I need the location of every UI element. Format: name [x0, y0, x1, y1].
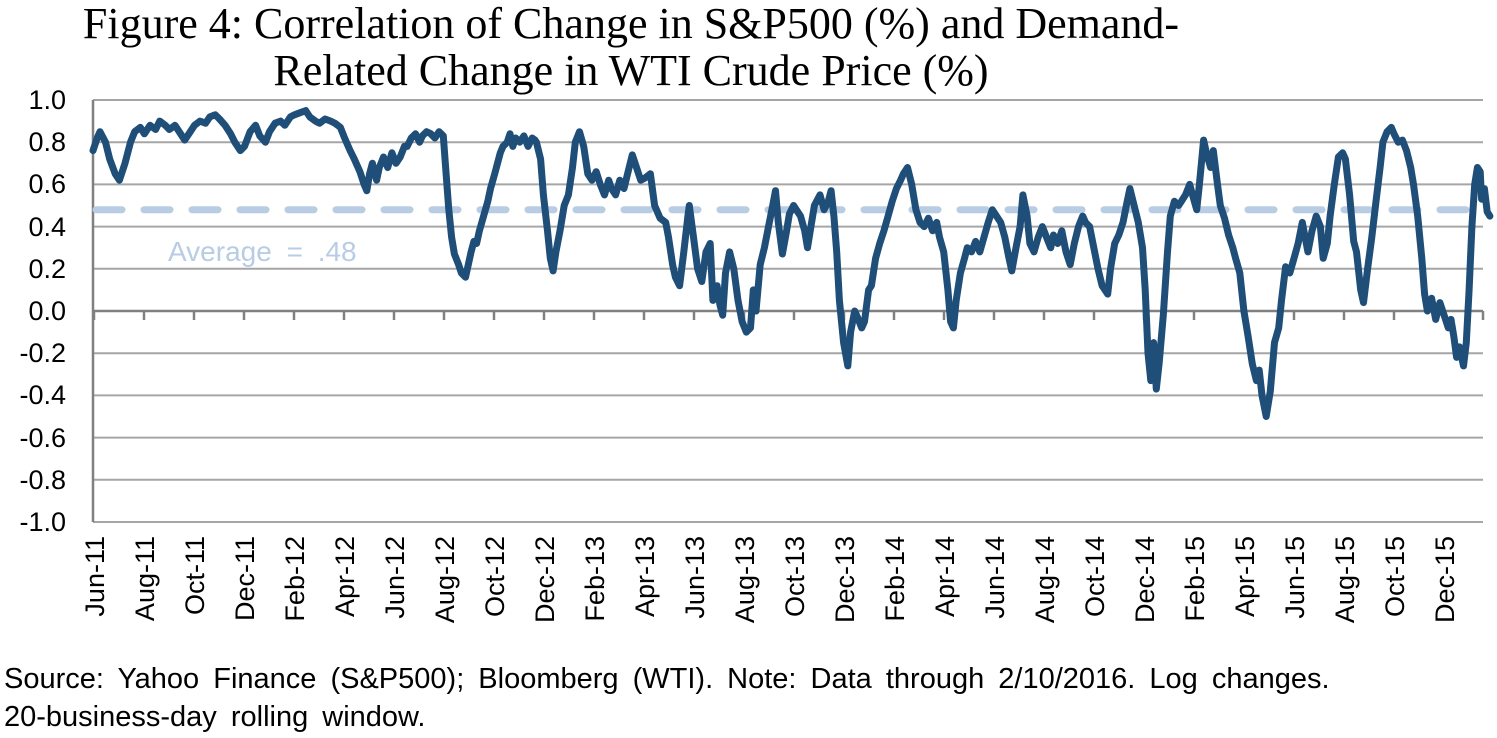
- x-tick-label: Apr-14: [930, 536, 960, 617]
- y-tick-label: -0.6: [19, 422, 66, 453]
- x-tick-label: Aug-15: [1330, 536, 1360, 623]
- x-tick-label: Aug-12: [430, 536, 460, 623]
- x-tick-label: Feb-13: [580, 536, 610, 622]
- x-tick-label: Oct-11: [180, 536, 210, 615]
- x-tick-label: Jun-11: [80, 536, 110, 617]
- x-tick-label: Feb-15: [1180, 536, 1210, 622]
- y-tick-label: -0.4: [19, 380, 66, 411]
- y-tick-label: 1.0: [28, 85, 66, 115]
- y-tick-label: 0.4: [28, 211, 66, 242]
- x-tick-label: Aug-11: [130, 536, 160, 621]
- x-tick-label: Feb-12: [280, 536, 310, 622]
- x-tick-label: Dec-12: [530, 536, 560, 623]
- correlation-series-line: [89, 107, 1494, 420]
- x-tick-label: Apr-15: [1230, 536, 1260, 617]
- x-tick-label: Oct-12: [480, 536, 510, 617]
- x-tick-label: Dec-15: [1430, 536, 1460, 623]
- source-note-line1: Source: Yahoo Finance (S&P500); Bloomber…: [4, 663, 1330, 695]
- source-note-line2: 20-business-day rolling window.: [4, 701, 426, 733]
- x-tick-label: Apr-12: [330, 536, 360, 617]
- x-tick-label: Jun-15: [1280, 536, 1310, 619]
- x-tick-label: Oct-15: [1380, 536, 1410, 617]
- x-tick-label: Aug-13: [730, 536, 760, 623]
- x-tick-label: Dec-11: [230, 536, 260, 621]
- y-tick-label: 0.2: [28, 253, 66, 284]
- y-tick-label: 0.0: [28, 296, 66, 326]
- x-tick-label: Dec-13: [830, 536, 860, 623]
- y-tick-label: -1.0: [19, 507, 66, 537]
- x-tick-label: Oct-13: [780, 536, 810, 617]
- source-note: Source: Yahoo Finance (S&P500); Bloomber…: [4, 660, 1330, 736]
- x-tick-label: Jun-14: [980, 536, 1010, 619]
- x-tick-label: Dec-14: [1130, 536, 1160, 623]
- x-tick-label: Oct-14: [1080, 536, 1110, 617]
- chart-title-line2: Related Change in WTI Crude Price (%): [273, 46, 989, 95]
- average-annotation: Average = .48: [168, 236, 357, 267]
- y-tick-label: -0.8: [19, 464, 66, 495]
- x-tick-label: Apr-13: [630, 536, 660, 617]
- y-tick-label: 0.8: [28, 127, 66, 158]
- x-tick-label: Feb-14: [880, 536, 910, 622]
- x-tick-label: Aug-14: [1030, 536, 1060, 623]
- y-tick-label: 0.6: [28, 169, 66, 200]
- x-tick-label: Jun-12: [380, 536, 410, 619]
- chart-title: Figure 4: Correlation of Change in S&P50…: [0, 0, 1262, 94]
- chart-title-line1: Figure 4: Correlation of Change in S&P50…: [82, 0, 1180, 48]
- x-tick-label: Jun-13: [680, 536, 710, 619]
- y-tick-label: -0.2: [19, 338, 66, 369]
